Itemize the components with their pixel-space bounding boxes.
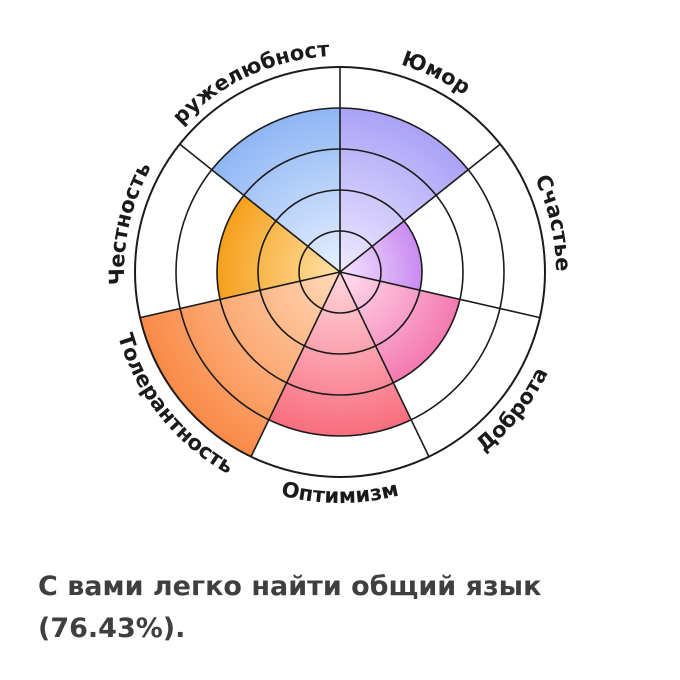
sector-2 <box>340 220 422 291</box>
axis-label-3: Доброта <box>472 363 553 456</box>
axis-label-6: Честность <box>105 158 156 285</box>
grid-spoke <box>179 143 341 273</box>
axis-label-4: Оптимизм <box>279 477 401 508</box>
grid-spoke <box>139 271 341 319</box>
result-text: С вами легко найти общий язык (76.43%). <box>38 571 542 644</box>
sector-7 <box>211 108 340 272</box>
grid-spoke <box>250 271 341 458</box>
grid-spoke <box>339 143 501 273</box>
sector-1 <box>340 108 469 272</box>
wheel-svg: ЮморСчастьеДобротаОптимизмТолерантностьЧ… <box>0 0 575 508</box>
grid-spoke <box>339 271 541 319</box>
personality-wheel-chart: Юмор Счастье Доброта Оптимизм Толерантность Ч… <box>0 0 575 508</box>
sector-6 <box>216 195 340 300</box>
grid-spoke <box>339 271 430 458</box>
axis-label-2: Счастье <box>530 171 575 272</box>
axis-label-7: Дружелюбность <box>0 0 331 129</box>
